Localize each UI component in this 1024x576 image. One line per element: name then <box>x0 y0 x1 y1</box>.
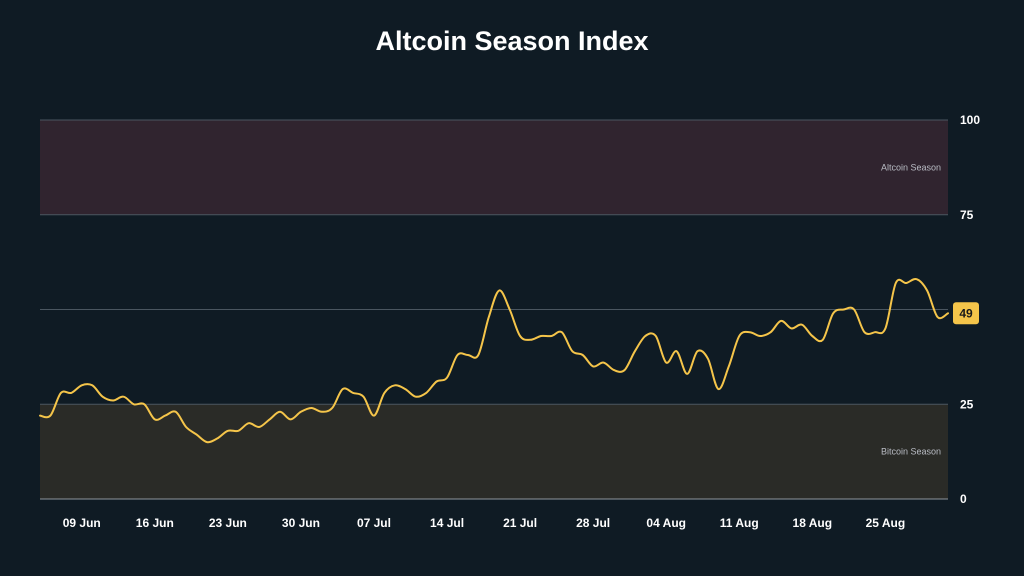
altcoin-season-band <box>40 120 948 215</box>
current-value-badge: 49 <box>953 302 979 325</box>
y-tick-label: 75 <box>960 208 974 222</box>
x-tick-label: 23 Jun <box>209 516 247 530</box>
series-layer <box>39 277 949 444</box>
x-tick-label: 11 Aug <box>720 516 759 530</box>
season-band-labels: Altcoin Season Bitcoin Season <box>881 162 941 456</box>
x-tick-label: 16 Jun <box>136 516 174 530</box>
x-tick-label: 30 Jun <box>282 516 320 530</box>
y-tick-label: 25 <box>960 397 974 411</box>
bitcoin-season-band <box>40 404 948 499</box>
x-tick-label: 18 Aug <box>793 516 833 530</box>
x-tick-label: 04 Aug <box>646 516 686 530</box>
x-tick-label: 07 Jul <box>357 516 391 530</box>
y-tick-label: 0 <box>960 492 967 506</box>
chart-title: Altcoin Season Index <box>375 26 648 56</box>
y-tick-label: 100 <box>960 113 980 127</box>
grid-lines <box>40 119 948 500</box>
x-tick-label: 28 Jul <box>576 516 610 530</box>
bitcoin-season-label: Bitcoin Season <box>881 447 941 457</box>
index-line <box>39 277 949 444</box>
x-tick-label: 21 Jul <box>503 516 537 530</box>
current-value-badge-bg <box>953 302 979 325</box>
y-axis-ticks: 0 25 75 100 <box>960 113 980 506</box>
x-tick-label: 25 Aug <box>866 516 906 530</box>
x-axis-ticks: 09 Jun 16 Jun 23 Jun 30 Jun 07 Jul 14 Jul 21 J… <box>63 516 905 530</box>
x-tick-label: 14 Jul <box>430 516 464 530</box>
x-tick-label: 09 Jun <box>63 516 101 530</box>
season-bands <box>40 120 948 499</box>
current-value-label: 49 <box>959 306 973 320</box>
altcoin-season-label: Altcoin Season <box>881 162 941 172</box>
